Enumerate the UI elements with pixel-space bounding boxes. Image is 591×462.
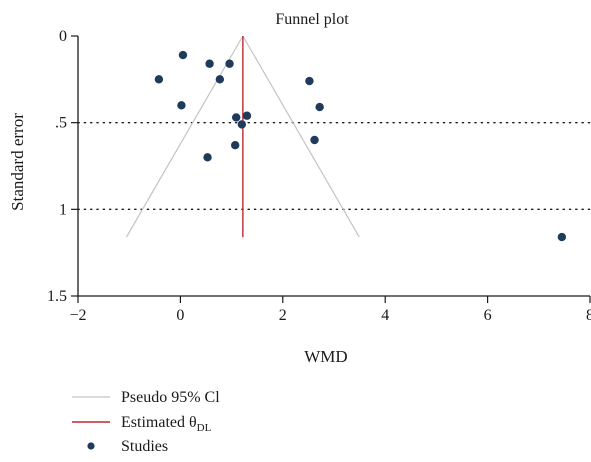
- x-axis-ticks: −2 0 2 4 6 8: [69, 296, 591, 324]
- y-axis-ticks: 0 .5 1 1.5: [47, 28, 78, 305]
- study-point-1: [205, 59, 214, 68]
- y-axis-label: Standard error: [8, 113, 27, 211]
- x-tick-label-3: 4: [381, 307, 389, 324]
- study-point-8: [232, 113, 241, 122]
- x-tick-label-2: 2: [279, 307, 287, 324]
- study-point-14: [557, 232, 567, 242]
- legend-studies-swatch: [87, 442, 95, 450]
- study-point-11: [310, 135, 319, 145]
- x-axis-label: WMD: [304, 347, 347, 366]
- study-point-13: [203, 153, 212, 162]
- y-tick-label-1: .5: [55, 115, 67, 132]
- study-point-3: [154, 75, 164, 84]
- y-tick-label-0: 0: [59, 28, 67, 45]
- y-tick-label-2: 1: [59, 201, 67, 218]
- chart-title: Funnel plot: [275, 11, 349, 28]
- study-point-0: [178, 50, 188, 60]
- x-tick-label-0: −2: [69, 307, 86, 324]
- study-point-5: [305, 76, 314, 86]
- legend-label-est: Estimated θDL: [121, 414, 212, 434]
- legend-label-subscript: DL: [197, 422, 212, 434]
- pseudo-ci-lines: [125, 35, 360, 238]
- legend-label-ci: Pseudo 95% Cl: [121, 389, 220, 406]
- x-tick-label-5: 8: [586, 307, 591, 324]
- reference-lines: [77, 122, 591, 210]
- study-point-4: [215, 75, 225, 84]
- study-point-10: [237, 120, 247, 129]
- legend-label-studies: Studies: [121, 438, 168, 455]
- y-tick-label-3: 1.5: [47, 288, 67, 305]
- study-point-2: [225, 59, 234, 68]
- study-point-6: [177, 101, 186, 110]
- pseudo-ci-left-line: [125, 35, 244, 238]
- legend: Pseudo 95% Cl Estimated θDL Studies: [72, 389, 220, 455]
- x-tick-label-4: 6: [484, 307, 492, 324]
- study-points: [154, 50, 567, 242]
- pseudo-ci-right-line: [242, 35, 360, 238]
- study-point-7: [315, 102, 324, 112]
- x-tick-label-1: 0: [176, 307, 184, 324]
- axes: [77, 36, 590, 297]
- study-point-12: [230, 141, 240, 150]
- study-point-9: [242, 111, 252, 120]
